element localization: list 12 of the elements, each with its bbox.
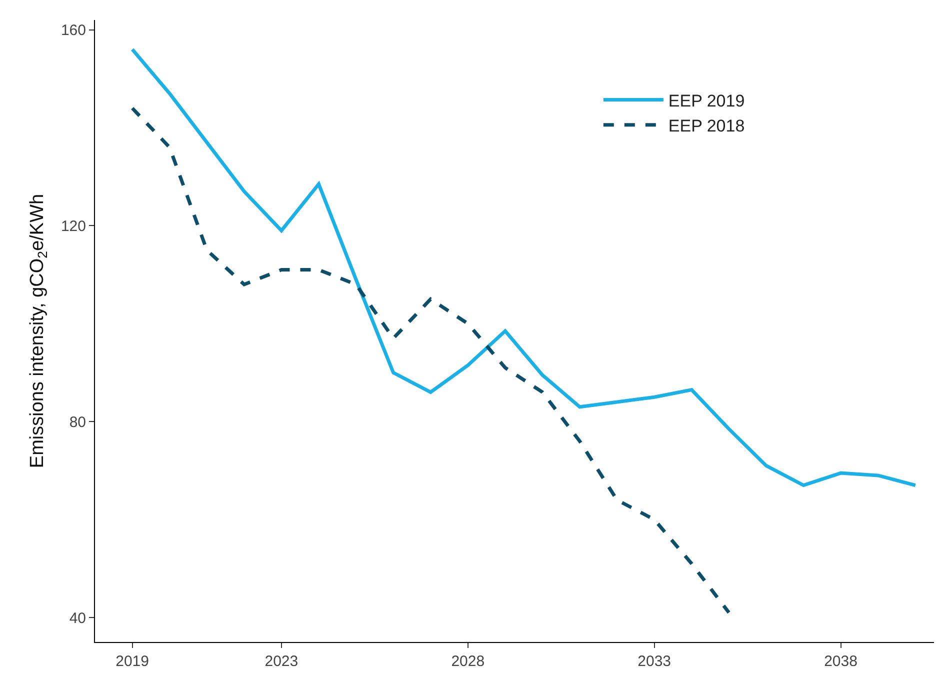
legend-label: EEP 2019 xyxy=(668,91,745,110)
legend-label: EEP 2018 xyxy=(668,116,745,136)
x-tick-label: 2038 xyxy=(824,653,858,670)
x-tick-label: 2033 xyxy=(638,653,672,670)
line-series xyxy=(130,48,918,488)
y-tick-label: 160 xyxy=(60,22,86,40)
y-tick-label: 120 xyxy=(60,218,86,235)
y-tick-label: 80 xyxy=(69,414,86,431)
x-tick-label: 2023 xyxy=(264,653,298,670)
y-tick-label: 40 xyxy=(69,610,86,627)
x-tick-label: 2028 xyxy=(451,653,485,670)
x-tick-label: 2019 xyxy=(116,653,149,670)
